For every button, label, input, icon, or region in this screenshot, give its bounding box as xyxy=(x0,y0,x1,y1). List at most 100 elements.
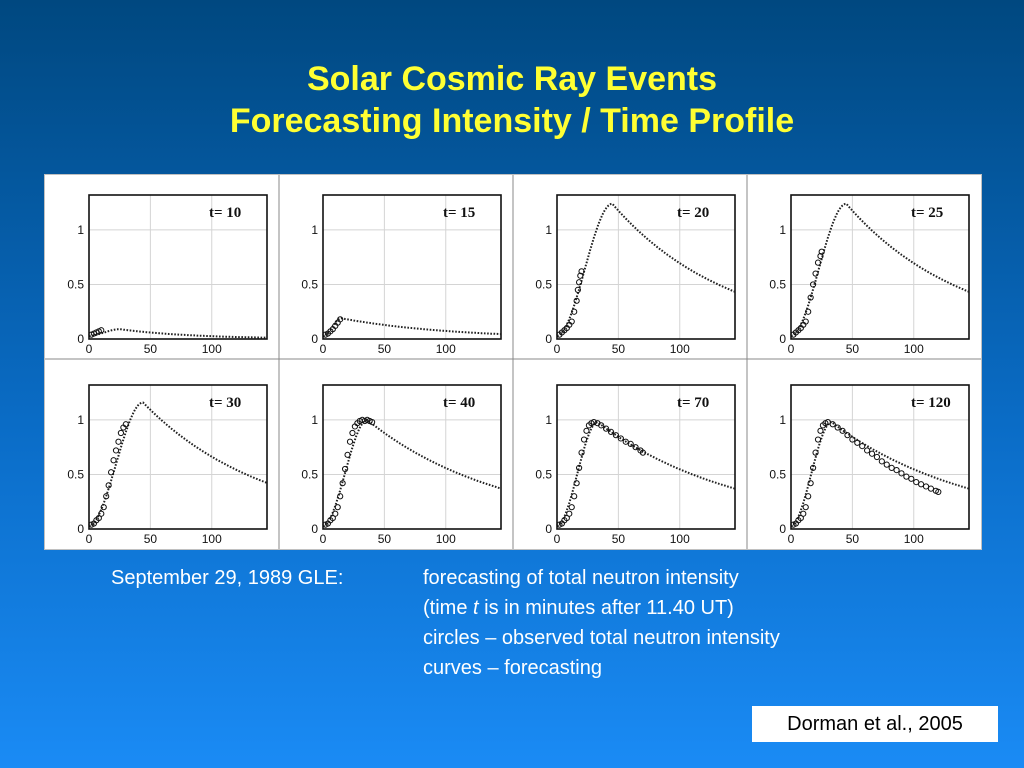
x-tick-label: 100 xyxy=(436,532,456,546)
y-tick-label: 0 xyxy=(779,332,786,346)
y-tick-label: 0.5 xyxy=(769,277,786,291)
x-tick-label: 50 xyxy=(612,532,626,546)
y-tick-label: 0 xyxy=(311,332,318,346)
observed-point xyxy=(888,464,895,472)
observed-point xyxy=(859,442,866,450)
x-tick-label: 50 xyxy=(846,342,860,356)
observed-point xyxy=(573,297,580,304)
panel-label: t= 40 xyxy=(443,395,475,411)
forecast-curve xyxy=(88,401,268,527)
citation-box: Dorman et al., 2005 xyxy=(752,706,998,742)
panel-label-value: 10 xyxy=(226,205,241,221)
observed-point xyxy=(568,318,575,325)
slide-title: Solar Cosmic Ray Events Forecasting Inte… xyxy=(0,58,1024,142)
observed-point xyxy=(105,482,112,489)
observed-point xyxy=(103,493,110,500)
panel-label: t= 120 xyxy=(911,395,951,411)
caption-line-4: curves – forecasting xyxy=(423,657,602,679)
panel-label-prefix: t= xyxy=(443,395,460,411)
observed-point xyxy=(824,418,831,426)
plot-frame xyxy=(88,194,268,340)
observed-point xyxy=(575,464,583,472)
forecast-curve xyxy=(556,421,736,527)
observed-point xyxy=(337,493,344,500)
y-tick-label: 0.5 xyxy=(67,277,84,291)
observed-point xyxy=(334,504,341,511)
y-tick-label: 1 xyxy=(545,223,552,237)
y-tick-label: 1 xyxy=(311,413,318,427)
observed-point xyxy=(800,510,807,517)
y-tick-label: 1 xyxy=(779,223,786,237)
caption-lines: forecasting of total neutron intensity (… xyxy=(423,563,780,683)
observed-point xyxy=(112,447,120,454)
y-tick-label: 0.5 xyxy=(67,467,84,481)
observed-point xyxy=(854,439,861,446)
plot-frame xyxy=(322,194,502,340)
plot-frame xyxy=(322,384,502,530)
observed-point xyxy=(574,286,581,294)
x-tick-label: 50 xyxy=(846,532,860,546)
observed-point xyxy=(639,449,647,456)
panel-label: t= 70 xyxy=(677,395,709,411)
plot-frame xyxy=(556,384,736,530)
panel-t-10: 0 50 100 0 0.5 1 t= 10 xyxy=(67,194,268,356)
observed-point xyxy=(918,481,925,488)
panel-label-value: 40 xyxy=(460,395,475,411)
observed-point xyxy=(817,252,824,260)
observed-point xyxy=(844,432,851,439)
y-tick-label: 0.5 xyxy=(769,467,786,481)
y-tick-label: 0.5 xyxy=(535,277,552,291)
plot-frame xyxy=(88,384,268,530)
y-tick-label: 1 xyxy=(545,413,552,427)
observed-point xyxy=(829,421,836,428)
observed-point xyxy=(812,270,819,277)
observed-point xyxy=(578,268,585,275)
observed-point xyxy=(107,469,115,476)
x-tick-label: 100 xyxy=(904,342,924,356)
panel-label-prefix: t= xyxy=(677,395,694,411)
x-tick-label: 0 xyxy=(320,342,327,356)
observed-point xyxy=(817,427,824,434)
observed-point xyxy=(935,488,942,496)
panel-t-40: 0 50 100 0 0.5 1 t= 40 xyxy=(301,384,502,546)
y-tick-label: 0 xyxy=(77,522,84,536)
y-tick-label: 0 xyxy=(77,332,84,346)
observed-point xyxy=(805,308,812,315)
caption-line-3: circles – observed total neutron intensi… xyxy=(423,627,780,649)
observed-point xyxy=(893,466,900,474)
observed-point xyxy=(575,279,583,286)
panel-label-value: 30 xyxy=(226,395,241,411)
observed-point xyxy=(809,464,817,472)
forecast-curve xyxy=(322,317,501,337)
observed-point xyxy=(818,248,825,255)
observed-point xyxy=(577,272,584,279)
y-tick-label: 0 xyxy=(545,522,552,536)
observed-point xyxy=(332,510,339,517)
y-tick-label: 0 xyxy=(311,522,318,536)
panel-label-value: 25 xyxy=(928,205,943,221)
observed-point xyxy=(868,450,876,457)
observed-point xyxy=(349,429,356,437)
x-tick-label: 100 xyxy=(202,342,222,356)
y-tick-label: 0.5 xyxy=(535,467,552,481)
observed-point xyxy=(627,440,634,448)
panel-t-15: 0 50 100 0 0.5 1 t= 15 xyxy=(301,194,502,356)
panel-label-value: 120 xyxy=(928,395,951,411)
observed-point xyxy=(344,451,351,458)
observed-point xyxy=(578,449,585,456)
panel-label: t= 15 xyxy=(443,205,475,221)
observed-point xyxy=(98,327,105,334)
panel-label: t= 10 xyxy=(209,205,241,221)
observed-point xyxy=(883,461,890,468)
plot-frame xyxy=(790,194,970,340)
x-tick-label: 100 xyxy=(202,532,222,546)
x-tick-label: 100 xyxy=(436,342,456,356)
observed-point xyxy=(809,281,817,288)
title-line-1: Solar Cosmic Ray Events xyxy=(306,60,718,98)
panel-t-25: 0 50 100 0 0.5 1 t= 25 xyxy=(769,194,970,356)
citation-text: Dorman et al., 2005 xyxy=(787,713,963,735)
observed-point xyxy=(110,457,117,464)
observed-point xyxy=(807,480,814,487)
observed-point xyxy=(903,473,910,480)
